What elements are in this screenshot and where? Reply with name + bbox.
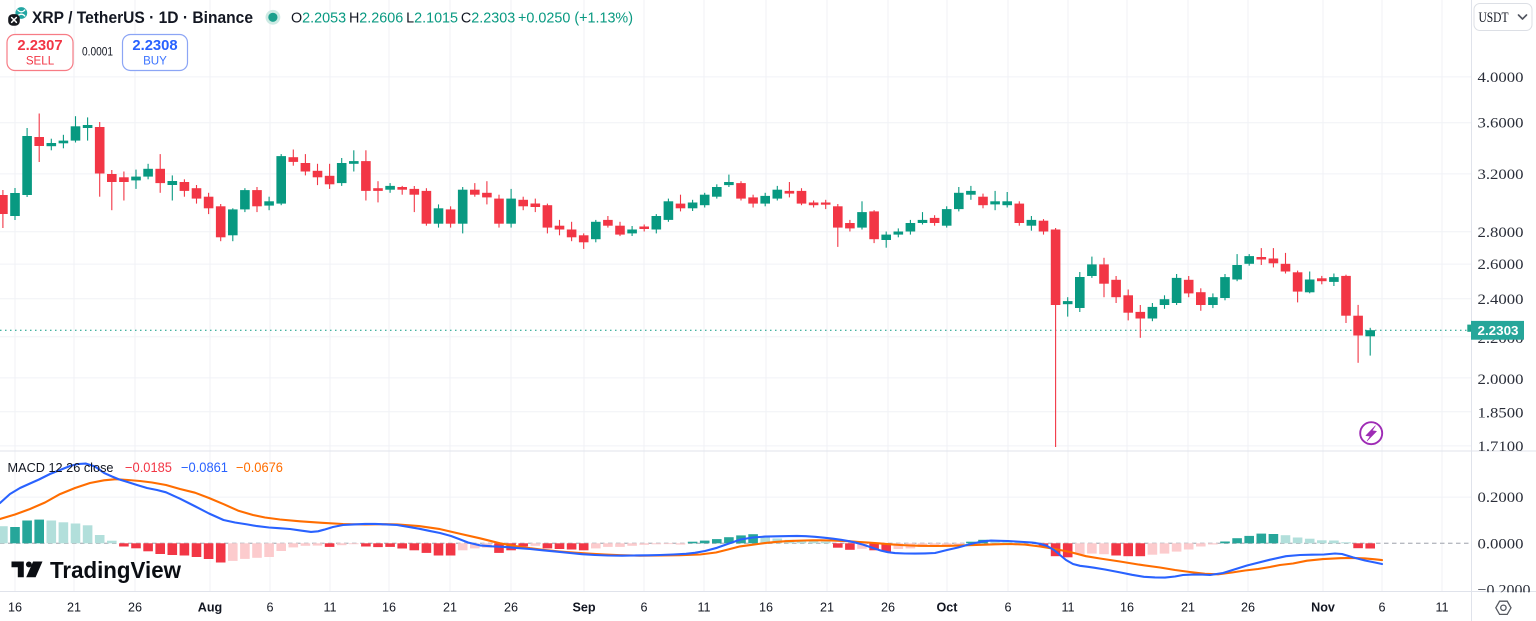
svg-text:2.2303: 2.2303 [1478, 323, 1519, 338]
svg-text:11: 11 [1435, 601, 1448, 615]
svg-text:26: 26 [128, 601, 142, 615]
svg-text:26: 26 [1241, 601, 1255, 615]
svg-text:21: 21 [820, 601, 834, 615]
svg-text:1.7100: 1.7100 [1478, 439, 1524, 455]
svg-text:6: 6 [1004, 601, 1011, 615]
svg-text:1.8500: 1.8500 [1478, 405, 1524, 421]
svg-text:26: 26 [881, 601, 895, 615]
svg-text:21: 21 [1181, 601, 1195, 615]
svg-text:21: 21 [443, 601, 457, 615]
svg-text:26: 26 [504, 601, 518, 615]
svg-text:−0.0861: −0.0861 [181, 460, 228, 475]
svg-text:XRP / TetherUS · 1D · Binance: XRP / TetherUS · 1D · Binance [32, 9, 253, 27]
svg-text:Aug: Aug [198, 601, 222, 615]
svg-text:11: 11 [323, 601, 336, 615]
svg-text:16: 16 [382, 601, 396, 615]
svg-text:−0.0185: −0.0185 [125, 460, 172, 475]
svg-text:16: 16 [759, 601, 773, 615]
svg-text:2.4000: 2.4000 [1478, 292, 1524, 308]
svg-text:SELL: SELL [26, 55, 55, 68]
svg-text:USDT: USDT [1479, 10, 1509, 26]
svg-text:−0.0676: −0.0676 [236, 460, 283, 475]
svg-text:6: 6 [266, 601, 273, 615]
svg-text:0.0001: 0.0001 [82, 45, 113, 59]
svg-text:TradingView: TradingView [50, 557, 182, 583]
svg-text:0.0000: 0.0000 [1478, 536, 1524, 552]
svg-text:MACD 12 26 close: MACD 12 26 close [8, 460, 114, 475]
svg-text:2.8000: 2.8000 [1478, 225, 1524, 241]
svg-text:16: 16 [8, 601, 22, 615]
svg-text:6: 6 [640, 601, 647, 615]
svg-text:2.2308: 2.2308 [132, 38, 177, 54]
svg-text:Nov: Nov [1311, 601, 1335, 615]
svg-text:11: 11 [697, 601, 710, 615]
svg-text:2.2307: 2.2307 [17, 38, 62, 54]
svg-text:4.0000: 4.0000 [1478, 70, 1524, 86]
svg-text:0.2000: 0.2000 [1478, 490, 1524, 506]
svg-text:21: 21 [67, 601, 81, 615]
svg-text:2.6000: 2.6000 [1478, 257, 1524, 273]
svg-text:Sep: Sep [572, 601, 595, 615]
svg-text:3.2000: 3.2000 [1478, 167, 1524, 183]
svg-text:3.6000: 3.6000 [1478, 116, 1524, 132]
svg-text:16: 16 [1120, 601, 1134, 615]
svg-text:Oct: Oct [937, 601, 959, 615]
svg-text:11: 11 [1061, 601, 1074, 615]
svg-text:BUY: BUY [143, 55, 167, 68]
svg-text:2.0000: 2.0000 [1478, 372, 1524, 388]
svg-text:O2.2053 H2.2606 L2.1015 C2.230: O2.2053 H2.2606 L2.1015 C2.2303 +0.0250 … [291, 10, 633, 26]
svg-text:6: 6 [1378, 601, 1385, 615]
